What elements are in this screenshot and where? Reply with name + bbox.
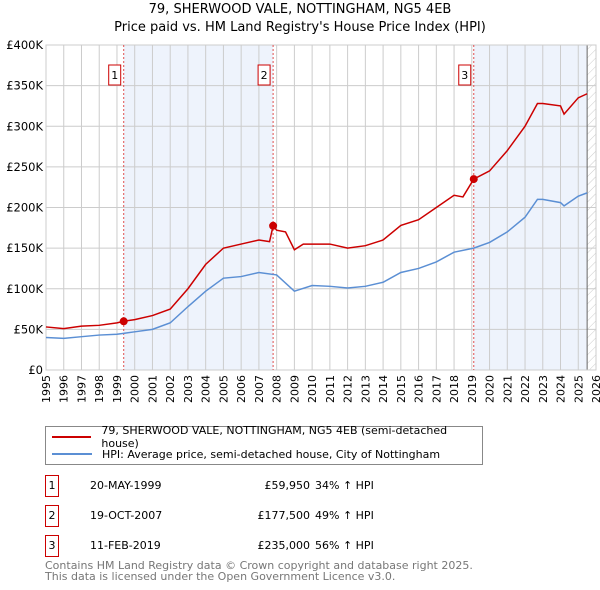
hpi-line — [45, 192, 588, 340]
legend-swatch-red — [52, 436, 92, 438]
plot-border — [45, 44, 597, 371]
sale-marker-box — [108, 64, 122, 86]
sale-marker-label: 2 — [261, 69, 268, 82]
x-tick-label: 2012 — [342, 375, 355, 403]
transaction-price: £177,500 — [257, 509, 311, 522]
y-tick-label: £200K — [6, 201, 43, 215]
x-tick-label: 2002 — [164, 375, 177, 403]
price-chart: 1995 1996 1997 1998 1999 2000 2001 2002 2003 2004… — [6, 38, 600, 403]
x-tick-label: 2004 — [200, 375, 213, 403]
y-tick-label: £50K — [14, 322, 44, 336]
transaction-hpi: 34% ↑ HPI — [315, 479, 374, 492]
x-tick-label: 2017 — [430, 375, 443, 403]
x-tick-label: 2014 — [377, 375, 390, 403]
footer: Contains HM Land Registry data © Crown c… — [45, 560, 473, 582]
x-tick-label: 2006 — [235, 375, 248, 403]
x-tick-label: 2011 — [324, 375, 337, 403]
sale-marker-label: 3 — [461, 69, 468, 82]
x-tick-label: 2010 — [306, 375, 319, 403]
y-tick-label: £100K — [6, 282, 43, 296]
x-tick-label: 1999 — [111, 375, 124, 403]
transaction-number: 3 — [45, 535, 59, 557]
x-tick-label: 2018 — [448, 375, 461, 403]
transaction-date: 19-OCT-2007 — [90, 509, 163, 522]
property-price-line — [45, 93, 588, 330]
x-tick-label: 1996 — [58, 375, 71, 403]
x-tick-label: 2008 — [271, 375, 284, 403]
sale-point — [469, 175, 478, 184]
x-tick-label: 2025 — [572, 375, 585, 403]
legend-item-property: 79, SHERWOOD VALE, NOTTINGHAM, NG5 4EB (… — [52, 424, 482, 450]
y-tick-label: £400K — [6, 38, 43, 52]
x-tick-label: 1997 — [75, 375, 88, 403]
y-tick-label: £150K — [6, 241, 43, 255]
y-tick-label: £300K — [6, 119, 43, 133]
chart-title: 79, SHERWOOD VALE, NOTTINGHAM, NG5 4EB — [148, 2, 452, 17]
x-tick-label: 2015 — [395, 375, 408, 403]
x-tick-label: 2009 — [288, 375, 301, 403]
legend-label: HPI: Average price, semi-detached house,… — [102, 447, 441, 461]
x-tick-label: 2021 — [501, 375, 514, 403]
x-tick-label: 2003 — [182, 375, 195, 403]
transaction-row: 3 11-FEB-2019 £235,000 56% ↑ HPI — [45, 535, 445, 557]
transaction-number: 2 — [45, 505, 59, 527]
transaction-date: 20-MAY-1999 — [90, 479, 162, 492]
sale-point — [119, 317, 128, 326]
x-tick-label: 2013 — [359, 375, 372, 403]
legend: 79, SHERWOOD VALE, NOTTINGHAM, NG5 4EB (… — [45, 424, 483, 465]
x-tick-label: 1995 — [40, 375, 53, 403]
x-tick-label: 2022 — [519, 375, 532, 403]
x-tick-label: 2001 — [146, 375, 159, 403]
legend-label: 79, SHERWOOD VALE, NOTTINGHAM, NG5 4EB (… — [101, 424, 448, 450]
x-tick-label: 1998 — [93, 375, 106, 403]
transaction-row: 1 20-MAY-1999 £59,950 34% ↑ HPI — [45, 475, 445, 497]
chart-subtitle: Price paid vs. HM Land Registry's House … — [114, 20, 486, 35]
sale-point — [269, 221, 278, 230]
legend-swatch-blue — [52, 453, 92, 455]
x-tick-label: 2005 — [217, 375, 230, 403]
x-tick-label: 2023 — [537, 375, 550, 403]
transaction-date: 11-FEB-2019 — [90, 539, 161, 552]
x-tick-label: 2019 — [466, 375, 479, 403]
transaction-number: 1 — [45, 475, 59, 497]
x-tick-label: 2026 — [590, 375, 600, 403]
y-tick-label: £250K — [6, 160, 43, 174]
transaction-hpi: 56% ↑ HPI — [315, 539, 374, 552]
footer-line-1: Contains HM Land Registry data © Crown c… — [45, 559, 473, 572]
x-tick-label: 2020 — [484, 375, 497, 403]
footer-line-2: This data is licensed under the Open Gov… — [45, 570, 396, 583]
x-tick-label: 2007 — [253, 375, 266, 403]
legend-item-hpi: HPI: Average price, semi-detached house,… — [52, 446, 440, 462]
x-tick-label: 2000 — [129, 375, 142, 403]
sale-marker-box — [458, 64, 472, 86]
sale-marker-box — [257, 64, 271, 86]
sale-marker-label: 1 — [111, 69, 118, 82]
y-tick-label: £350K — [6, 79, 43, 93]
transaction-price: £59,950 — [264, 479, 311, 492]
transaction-hpi: 49% ↑ HPI — [315, 509, 374, 522]
transaction-price: £235,000 — [257, 539, 311, 552]
transaction-row: 2 19-OCT-2007 £177,500 49% ↑ HPI — [45, 505, 445, 527]
x-tick-label: 2024 — [555, 375, 568, 403]
y-tick-label: £0 — [28, 363, 43, 377]
x-tick-label: 2016 — [413, 375, 426, 403]
